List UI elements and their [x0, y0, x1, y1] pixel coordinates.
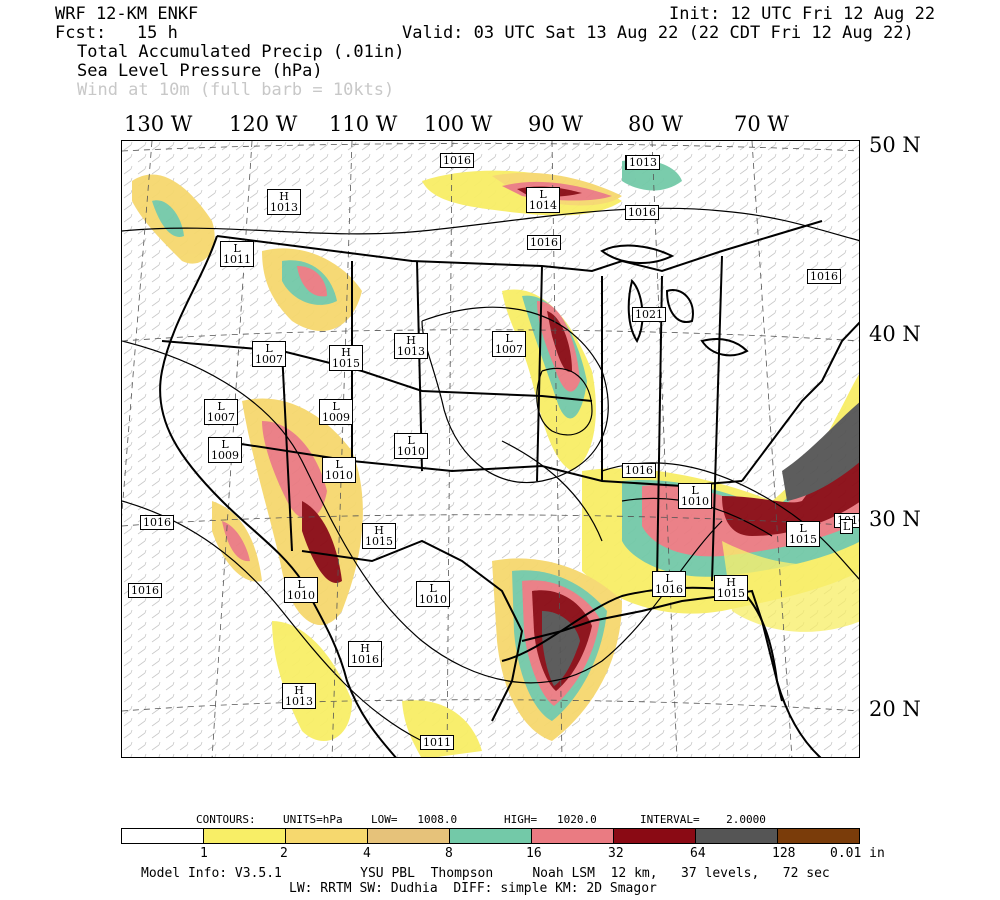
pressure-label: L 1014 — [526, 187, 560, 213]
field-wind: Wind at 10m (full barb = 10kts) — [77, 80, 395, 100]
pressure-label: H 1015 — [714, 575, 748, 601]
lat-label-30n: 30 N — [869, 507, 921, 531]
colorbar-tick-label: 64 — [690, 846, 706, 861]
colorbar-segment — [122, 829, 204, 843]
init-time: Init: 12 UTC Fri 12 Aug 22 — [669, 4, 936, 24]
pressure-label: L 1015 — [786, 521, 820, 547]
model-info: Model Info: V3.5.1 YSU PBL Thompson Noah… — [141, 866, 830, 881]
lon-label-110w: 110 W — [329, 112, 398, 136]
great-lakes — [600, 244, 749, 357]
colorbar-segment — [286, 829, 368, 843]
pressure-label: L 1009 — [319, 399, 353, 425]
pressure-label: 1016 — [527, 235, 561, 250]
contours-interval: INTERVAL= 2.0000 — [640, 813, 766, 826]
field-slp: Sea Level Pressure (hPa) — [77, 61, 323, 81]
colorbar-tick-label: 8 — [445, 846, 453, 861]
pressure-label: L 1010 — [678, 483, 712, 509]
colorbar-tick-label: 0.01 in — [830, 846, 885, 861]
colorbar-segment — [696, 829, 778, 843]
pressure-label: L 1010 — [416, 581, 450, 607]
latlon-grid — [122, 141, 859, 757]
map-canvas — [122, 141, 859, 757]
pressure-label: H 1013 — [394, 333, 428, 359]
lon-label-80w: 80 W — [628, 112, 683, 136]
colorbar-tick-label: 4 — [363, 846, 371, 861]
pressure-label: L 1010 — [284, 577, 318, 603]
precip-colorbar — [121, 828, 860, 844]
pressure-label: H 1013 — [267, 189, 301, 215]
pressure-label: H 1016 — [348, 641, 382, 667]
pressure-label: 1016 — [128, 583, 162, 598]
pressure-label: 1016 — [625, 205, 659, 220]
lat-label-20n: 20 N — [869, 697, 921, 721]
colorbar-tick-label: 128 — [772, 846, 796, 861]
colorbar-tick-label: 2 — [280, 846, 288, 861]
lon-label-70w: 70 W — [734, 112, 789, 136]
field-precip: Total Accumulated Precip (.01in) — [77, 42, 405, 62]
pressure-label: 1016 — [440, 153, 474, 168]
valid-time: Valid: 03 UTC Sat 13 Aug 22 (22 CDT Fri … — [402, 23, 914, 43]
colorbar-segment — [204, 829, 286, 843]
pressure-label: 1016 — [807, 269, 841, 284]
physics-info: LW: RRTM SW: Dudhia DIFF: simple KM: 2D … — [289, 881, 657, 896]
pressure-label: 1016 — [140, 515, 174, 530]
colorbar-segment — [450, 829, 532, 843]
pressure-label: L 1007 — [204, 399, 238, 425]
lon-label-130w: 130 W — [124, 112, 193, 136]
pressure-label: L 1010 — [322, 457, 356, 483]
pressure-label: L 1010 — [394, 433, 428, 459]
contours-low: LOW= 1008.0 — [371, 813, 458, 826]
lon-label-90w: 90 W — [528, 112, 583, 136]
colorbar-tick-label: 1 — [200, 846, 208, 861]
forecast-map: 1016 1013 H 1013 L 1014 1016 1016 L 1011 1016 L … — [121, 140, 860, 758]
colorbar-segment — [532, 829, 614, 843]
forecast-hour: Fcst: 15 h — [55, 23, 178, 43]
contours-units: UNITS=hPa — [283, 813, 343, 826]
pressure-label: 1016 — [622, 463, 656, 478]
pressure-label: H 1015 — [329, 345, 363, 371]
pressure-label: H 1013 — [282, 683, 316, 709]
colorbar-tick-label: 16 — [526, 846, 542, 861]
pressure-label: L 1009 — [208, 437, 242, 463]
pressure-label: L 1011 — [220, 241, 254, 267]
pressure-label: L 1007 — [492, 331, 526, 357]
contours-high: HIGH= 1020.0 — [504, 813, 597, 826]
lon-label-120w: 120 W — [229, 112, 298, 136]
pressure-label: L 1016 — [652, 571, 686, 597]
model-title: WRF 12-KM ENKF — [55, 4, 199, 24]
pressure-label: 1013 — [626, 155, 660, 170]
pressure-label: 1021 — [632, 307, 666, 322]
colorbar-segment — [778, 829, 859, 843]
pressure-label: L — [840, 519, 854, 534]
colorbar-segment — [614, 829, 696, 843]
pressure-label: 1011 — [420, 735, 454, 750]
lat-label-50n: 50 N — [869, 133, 921, 157]
pressure-label: L 1007 — [252, 341, 286, 367]
colorbar-segment — [368, 829, 450, 843]
contours-label: CONTOURS: — [196, 813, 256, 826]
lon-label-100w: 100 W — [424, 112, 493, 136]
pressure-label: H 1015 — [362, 523, 396, 549]
lat-label-40n: 40 N — [869, 322, 921, 346]
colorbar-tick-label: 32 — [608, 846, 624, 861]
